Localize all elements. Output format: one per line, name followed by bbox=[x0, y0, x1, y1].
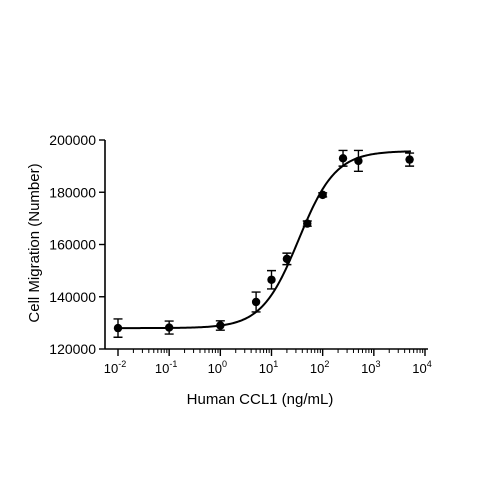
y-tick-label: 180000 bbox=[49, 184, 96, 200]
y-tick-label: 120000 bbox=[49, 341, 96, 357]
data-point bbox=[251, 297, 261, 307]
x-tick-base: 10 bbox=[259, 361, 273, 376]
data-point bbox=[164, 323, 174, 332]
data-point bbox=[405, 155, 414, 164]
data-point bbox=[113, 323, 123, 333]
x-tick-exponent: 2 bbox=[324, 359, 329, 369]
y-tick-label: 160000 bbox=[49, 237, 96, 253]
data-point bbox=[267, 275, 276, 284]
x-tick-label: 104 bbox=[412, 359, 431, 376]
data-point bbox=[338, 154, 348, 163]
y-ticks: 120000 140000 160000 180000 200000 bbox=[49, 132, 105, 357]
data-points bbox=[113, 154, 414, 333]
data-point bbox=[216, 321, 225, 330]
error-bars bbox=[113, 149, 415, 338]
y-tick-label: 140000 bbox=[49, 289, 96, 305]
x-tick-exponent: -1 bbox=[169, 359, 177, 369]
x-tick-exponent: 3 bbox=[376, 359, 381, 369]
x-tick-label: 103 bbox=[361, 359, 380, 376]
x-tick-base: 10 bbox=[208, 361, 222, 376]
x-tick-base: 10 bbox=[155, 361, 169, 376]
data-point bbox=[318, 190, 327, 200]
x-tick-label: 10-2 bbox=[104, 359, 126, 376]
x-tick-base: 10 bbox=[104, 361, 118, 376]
x-tick-base: 10 bbox=[412, 361, 426, 376]
data-point bbox=[354, 156, 363, 166]
x-tick-label: 10-1 bbox=[155, 359, 177, 376]
x-tick-label: 102 bbox=[310, 359, 329, 376]
x-tick-exponent: -2 bbox=[118, 359, 126, 369]
x-tick-label: 101 bbox=[259, 359, 278, 376]
x-tick-base: 10 bbox=[310, 361, 324, 376]
y-axis-label: Cell Migration (Number) bbox=[26, 163, 43, 322]
x-axis-label: Human CCL1 (ng/mL) bbox=[187, 391, 334, 408]
x-tick-exponent: 4 bbox=[427, 359, 432, 369]
data-point bbox=[303, 219, 312, 228]
fit-curve bbox=[118, 150, 411, 330]
x-tick-base: 10 bbox=[361, 361, 375, 376]
x-tick-label: 100 bbox=[208, 359, 227, 376]
x-ticks: 10-2 10-1 100 101 102 103 104 bbox=[104, 349, 432, 376]
x-tick-exponent: 1 bbox=[273, 359, 278, 369]
x-tick-exponent: 0 bbox=[222, 359, 227, 369]
y-tick-label: 200000 bbox=[49, 132, 96, 148]
axes bbox=[104, 140, 428, 350]
data-point bbox=[282, 254, 292, 264]
